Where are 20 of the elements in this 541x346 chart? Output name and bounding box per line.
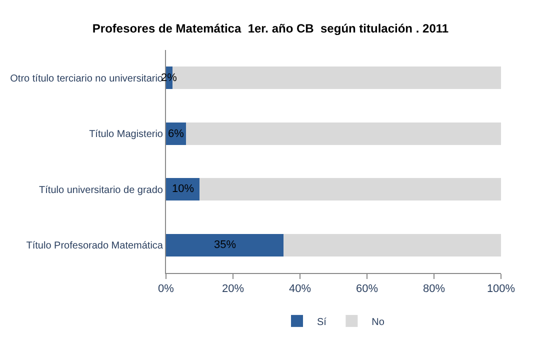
legend-label: Sí — [317, 316, 327, 328]
bar — [283, 234, 501, 256]
x-tick-label: 0% — [158, 283, 174, 296]
x-tick-label: 40% — [288, 283, 312, 296]
bar — [200, 178, 501, 201]
data-label: 10% — [172, 183, 194, 195]
bar — [166, 234, 284, 256]
y-tick-label: Otro título terciario no universitario — [10, 73, 164, 84]
x-tick-label: 20% — [222, 283, 244, 296]
legend-label: No — [372, 316, 385, 328]
y-tick-label: Título Profesorado Matemática — [26, 240, 164, 252]
chart-title: Profesores de Matemática 1er. año CB según titulación . 2011 — [92, 22, 449, 36]
x-tick-label: 100% — [486, 283, 516, 296]
y-tick-label: Título universitario de grado — [39, 184, 164, 196]
x-tick-label: 80% — [422, 283, 446, 296]
y-tick-label: Título Magisterio — [89, 129, 164, 140]
data-label: 6% — [168, 128, 184, 140]
x-tick-label: 60% — [356, 283, 378, 296]
bar — [186, 122, 501, 145]
data-label: 35% — [214, 239, 236, 251]
